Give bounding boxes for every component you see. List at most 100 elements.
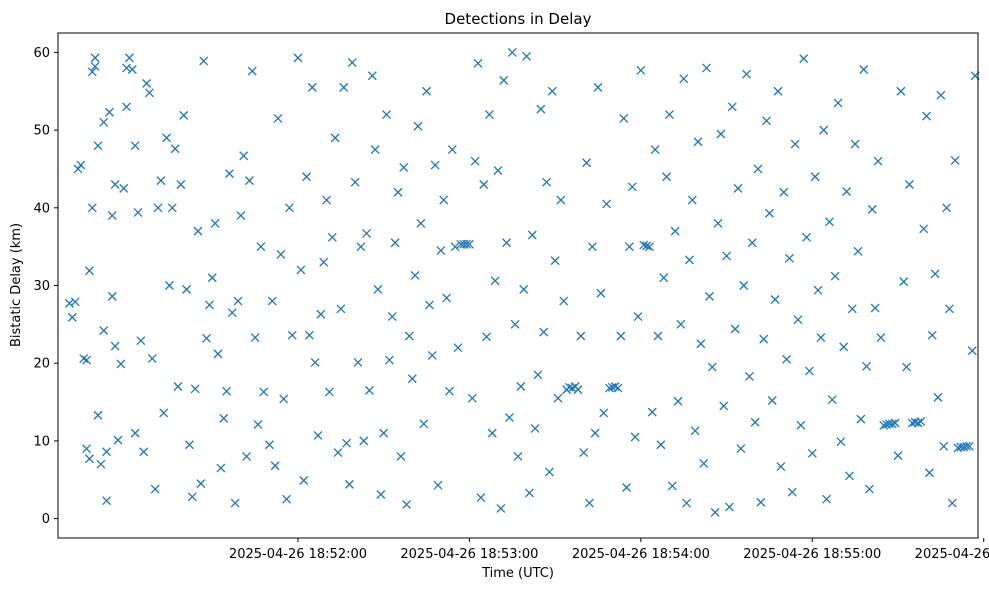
data-point: [276, 249, 286, 259]
data-point: [830, 271, 840, 281]
data-point: [862, 361, 872, 371]
data-point: [196, 479, 206, 489]
data-point: [722, 251, 732, 261]
data-point: [302, 172, 312, 182]
data-point: [827, 395, 837, 405]
data-point: [807, 448, 817, 458]
data-point: [522, 51, 532, 61]
data-point: [899, 277, 909, 287]
data-point: [590, 428, 600, 438]
data-point: [833, 98, 843, 108]
data-point: [913, 418, 923, 428]
data-point: [253, 420, 263, 430]
data-point: [839, 342, 849, 352]
data-point: [347, 58, 357, 67]
data-point: [333, 448, 343, 457]
data-point: [836, 437, 846, 447]
data-point: [130, 141, 140, 151]
data-point: [439, 195, 449, 205]
data-point: [344, 479, 354, 489]
data-point: [119, 183, 129, 193]
data-point: [719, 401, 729, 411]
data-point: [856, 414, 866, 424]
data-point: [930, 269, 940, 279]
data-point: [704, 291, 714, 301]
data-point: [864, 484, 874, 494]
data-point: [727, 102, 737, 112]
data-point: [919, 224, 929, 234]
data-point: [93, 141, 103, 151]
data-point: [859, 65, 869, 74]
data-point: [299, 476, 309, 485]
data-point: [476, 493, 486, 503]
data-point: [144, 88, 154, 98]
data-point: [90, 61, 100, 71]
data-point: [327, 232, 337, 242]
data-point: [319, 257, 329, 267]
data-point: [313, 430, 323, 440]
data-point: [824, 217, 834, 227]
data-point: [104, 107, 114, 117]
data-point: [496, 504, 506, 513]
data-point: [442, 293, 452, 303]
data-point: [647, 407, 657, 417]
data-point: [813, 285, 823, 295]
data-point: [176, 180, 186, 189]
data-point: [184, 440, 194, 450]
data-point: [342, 438, 352, 448]
data-point: [207, 273, 217, 283]
data-point: [924, 468, 934, 478]
data-point: [547, 86, 557, 96]
data-point: [756, 497, 766, 507]
y-tick-label: 40: [33, 201, 50, 216]
data-point: [382, 110, 392, 120]
data-point: [364, 385, 374, 395]
data-point: [87, 67, 97, 77]
data-point: [893, 451, 903, 461]
data-point: [99, 326, 109, 336]
data-point: [516, 382, 526, 391]
data-point: [596, 288, 606, 298]
data-point: [422, 86, 432, 96]
data-point: [93, 410, 103, 420]
data-point: [610, 382, 620, 391]
data-point: [767, 396, 777, 405]
data-point: [539, 327, 549, 337]
data-point: [436, 246, 446, 255]
data-point: [933, 392, 943, 402]
data-point: [199, 56, 209, 66]
data-point: [787, 487, 797, 497]
data-point: [167, 203, 177, 213]
x-tick-label: 2025-04-26 18:56:00: [915, 547, 989, 562]
data-point: [293, 53, 303, 63]
data-point: [190, 384, 200, 394]
data-point: [964, 441, 974, 451]
data-point: [470, 156, 480, 166]
data-point: [947, 498, 957, 508]
data-point: [967, 346, 977, 356]
data-point: [170, 144, 180, 154]
data-point: [764, 208, 774, 218]
data-point: [842, 187, 852, 196]
data-point: [102, 496, 112, 506]
data-point: [336, 304, 346, 314]
data-point: [676, 319, 686, 329]
data-point: [713, 218, 723, 228]
data-point: [193, 226, 203, 236]
data-point: [410, 270, 420, 280]
data-point: [259, 387, 269, 397]
data-point: [124, 53, 134, 63]
data-point: [224, 169, 234, 179]
data-point: [484, 110, 494, 120]
data-point: [707, 362, 717, 372]
data-point: [73, 164, 83, 174]
data-point: [576, 331, 586, 341]
data-point: [896, 86, 906, 96]
data-point: [479, 180, 489, 189]
data-point: [819, 125, 829, 135]
data-point: [322, 195, 332, 205]
data-point: [307, 82, 317, 92]
data-point: [462, 239, 472, 249]
data-point: [242, 451, 252, 461]
data-point: [533, 370, 543, 380]
